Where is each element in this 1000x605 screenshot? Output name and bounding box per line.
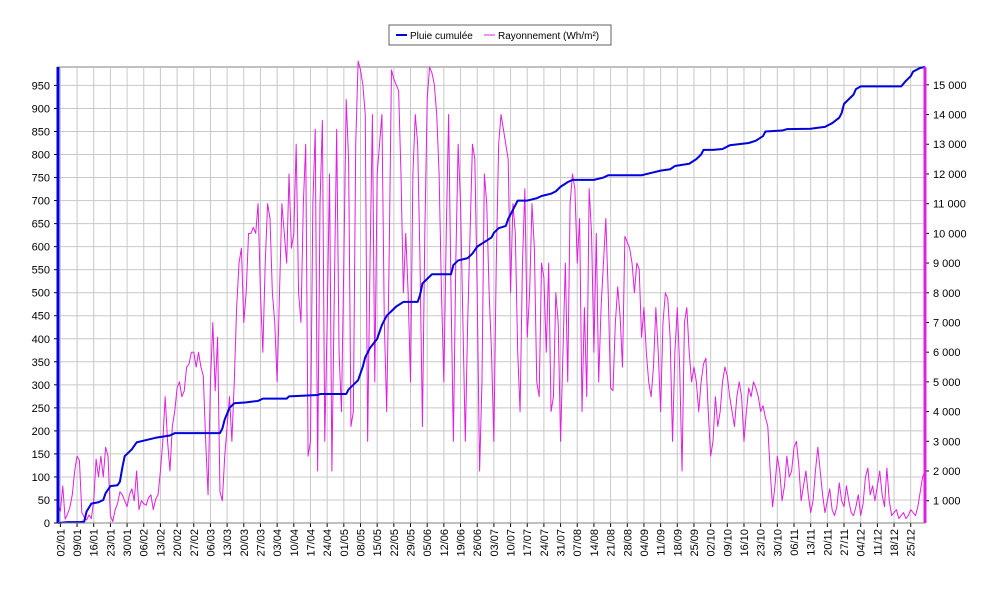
y-left-tick-label: 200 [32, 426, 50, 438]
grid [58, 67, 925, 524]
y-left-tick-label: 300 [32, 380, 50, 392]
y-left-tick-label: 0 [44, 518, 50, 530]
y-right-tick-label: 14 000 [933, 110, 967, 122]
series-layer [57, 60, 926, 524]
x-tick-label: 11/12 [872, 529, 884, 556]
x-tick-label: 18/09 [672, 529, 684, 557]
x-tick-label: 20/11 [822, 529, 834, 556]
y-left-tick-label: 550 [32, 265, 50, 277]
y-left-tick-label: 850 [32, 126, 50, 138]
x-tick-label: 17/07 [522, 529, 534, 557]
x-tick-label: 20/02 [172, 529, 184, 557]
series-line-rayonnement [57, 60, 926, 523]
legend-label-rayonnement: Rayonnement (Wh/m²) [498, 31, 599, 42]
x-tick-label: 10/07 [506, 529, 518, 557]
y-right-tick-label: 6 000 [933, 347, 961, 359]
y-right-tick-label: 10 000 [933, 228, 967, 240]
x-tick-label: 04/09 [639, 529, 651, 557]
y-left-tick-label: 650 [32, 219, 50, 231]
x-tick-label: 22/05 [389, 529, 401, 557]
y-right-tick-label: 4 000 [933, 407, 961, 419]
x-tick-label: 07/08 [572, 529, 584, 557]
y-right-tick-label: 2 000 [933, 466, 961, 478]
y-left-tick-label: 800 [32, 150, 50, 162]
y-right-tick-label: 13 000 [933, 139, 967, 151]
y-right-tick-label: 9 000 [933, 258, 961, 270]
x-tick-label: 04/12 [856, 529, 868, 557]
x-tick-label: 03/04 [272, 529, 284, 557]
x-tick-label: 13/03 [222, 529, 234, 557]
y-left-tick-label: 350 [32, 357, 50, 369]
x-tick-label: 14/08 [589, 529, 601, 557]
y-right-tick-label: 15 000 [933, 80, 967, 92]
x-tick-label: 06/11 [789, 529, 801, 556]
x-tick-label: 28/08 [622, 529, 634, 557]
legend-box [388, 24, 612, 46]
x-tick-label: 02/10 [706, 529, 718, 557]
y-left-tick-label: 100 [32, 472, 50, 484]
x-tick-label: 27/03 [255, 529, 267, 557]
x-tick-label: 05/06 [422, 529, 434, 557]
x-tick-label: 16/10 [739, 529, 751, 557]
y-right-tick-label: 5 000 [933, 377, 961, 389]
y-left-tick-label: 400 [32, 334, 50, 346]
x-tick-label: 23/01 [105, 529, 117, 557]
y-left-tick-label: 600 [32, 242, 50, 254]
x-tick-label: 30/10 [772, 529, 784, 557]
x-tick-label: 20/03 [239, 529, 251, 557]
legend-label-pluie: Pluie cumulée [410, 31, 473, 42]
x-tick-label: 13/02 [155, 529, 167, 557]
y-left-tick-label: 250 [32, 403, 50, 415]
x-tick-label: 06/03 [205, 529, 217, 557]
legend: Pluie cumulée Rayonnement (Wh/m²) [388, 24, 612, 46]
x-tick-label: 17/04 [305, 529, 317, 557]
x-tick-label: 27/02 [189, 529, 201, 557]
x-tick-label: 16/01 [89, 529, 101, 557]
x-tick-label: 13/11 [806, 529, 818, 556]
y-right-tick-label: 12 000 [933, 169, 967, 181]
x-tick-label: 23/10 [756, 529, 768, 557]
x-tick-label: 19/06 [456, 529, 468, 557]
y-left-tick-label: 900 [32, 103, 50, 115]
x-tick-label: 25/09 [689, 529, 701, 557]
x-tick-label: 09/01 [72, 529, 84, 557]
x-tick-label: 31/07 [556, 529, 568, 557]
y-right-tick-label: 11 000 [933, 199, 966, 211]
x-tick-label: 09/10 [722, 529, 734, 557]
x-tick-label: 30/01 [122, 529, 134, 557]
plot-area [57, 66, 926, 524]
x-tick-label: 24/04 [322, 529, 334, 557]
x-tick-label: 02/01 [55, 529, 67, 557]
y-left-tick-label: 50 [38, 495, 50, 507]
x-tick-label: 08/05 [355, 529, 367, 557]
y-left-tick-label: 500 [32, 288, 50, 300]
series-line-pluie-cumulee [57, 66, 926, 524]
x-tick-label: 03/07 [489, 529, 501, 557]
x-tick-label: 12/06 [439, 529, 451, 557]
x-tick-label: 26/06 [472, 529, 484, 557]
x-tick-label: 15/05 [372, 529, 384, 557]
y-right-tick-label: 1 000 [933, 496, 961, 508]
y-right-tick-label: 3 000 [933, 436, 961, 448]
x-tick-label: 18/12 [889, 529, 901, 557]
x-tick-label: 24/07 [539, 529, 551, 557]
x-tick-label: 27/11 [839, 529, 851, 556]
y-right-tick-label: 7 000 [933, 317, 961, 329]
y-left-tick-label: 950 [32, 80, 50, 92]
y-right-tick-label: 8 000 [933, 288, 961, 300]
x-tick-label: 01/05 [339, 529, 351, 557]
x-tick-label: 11/09 [656, 529, 668, 556]
axes: 0 50 100 150 200 250 300 350 400 450 500 550 600 650 7… [32, 67, 967, 557]
y-left-tick-label: 700 [32, 196, 50, 208]
x-tick-label: 10/04 [289, 529, 301, 557]
x-tick-label: 25/12 [906, 529, 918, 557]
x-tick-label: 06/02 [139, 529, 151, 557]
y-left-tick-label: 450 [32, 311, 50, 323]
y-left-tick-label: 150 [32, 449, 50, 461]
x-tick-label: 21/08 [606, 529, 618, 557]
x-tick-label: 29/05 [406, 529, 418, 557]
y-left-tick-label: 750 [32, 173, 50, 185]
